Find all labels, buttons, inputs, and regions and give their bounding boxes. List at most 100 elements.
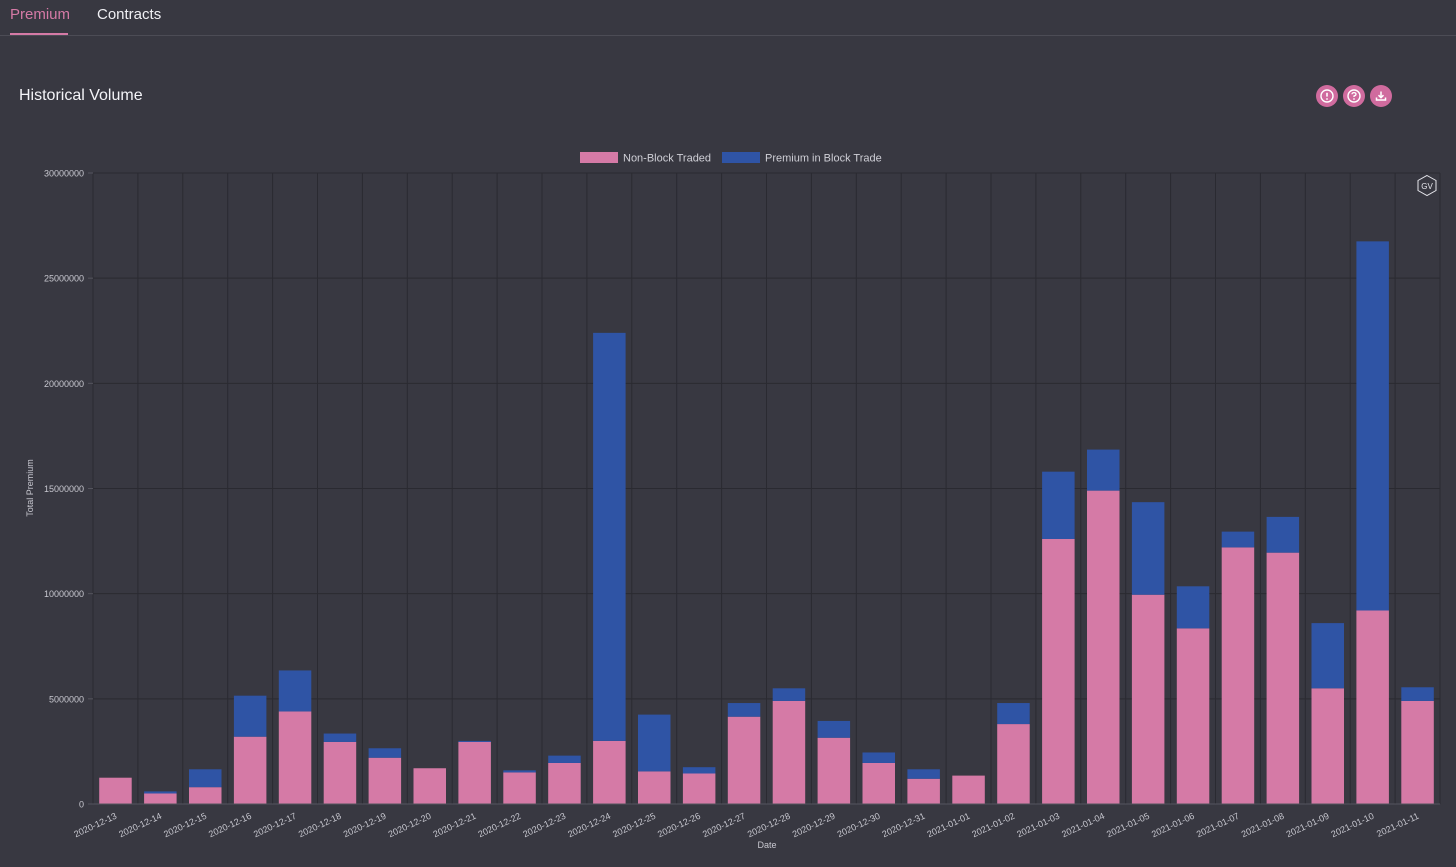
page-title: Historical Volume: [19, 87, 143, 104]
legend-label-non-block[interactable]: Non-Block Traded: [623, 153, 711, 165]
bar-block[interactable]: [1401, 687, 1434, 701]
y-tick-label: 5000000: [49, 694, 84, 704]
bar-non-block[interactable]: [638, 771, 671, 804]
tab-contracts[interactable]: Contracts: [97, 6, 162, 23]
bar-block[interactable]: [1042, 471, 1075, 539]
bar-block[interactable]: [772, 688, 806, 701]
y-tick-label: 25000000: [44, 274, 84, 284]
bar-non-block[interactable]: [1087, 490, 1120, 804]
x-tick-label: 2020-12-19: [342, 811, 388, 840]
bar-non-block[interactable]: [548, 762, 581, 804]
bar-non-block[interactable]: [233, 736, 267, 804]
bar-block[interactable]: [368, 748, 402, 758]
x-tick-label: 2020-12-23: [521, 811, 567, 840]
bar-block[interactable]: [233, 695, 267, 737]
bar-non-block[interactable]: [503, 772, 536, 804]
x-tick-label: 2020-12-24: [566, 811, 612, 840]
legend-swatch-non-block[interactable]: [580, 152, 618, 163]
bar-non-block[interactable]: [1221, 547, 1255, 804]
bar-block[interactable]: [997, 703, 1030, 725]
bar-non-block[interactable]: [1266, 552, 1300, 804]
bar-non-block[interactable]: [368, 757, 402, 804]
bar-block[interactable]: [503, 770, 536, 773]
legend-swatch-block[interactable]: [722, 152, 760, 163]
bar-block[interactable]: [1311, 623, 1345, 689]
bar-block[interactable]: [727, 703, 761, 717]
legend: Non-Block Traded Premium in Block Trade: [580, 152, 882, 165]
bar-non-block[interactable]: [997, 724, 1030, 804]
bar-non-block[interactable]: [1176, 628, 1210, 804]
bar-non-block[interactable]: [1356, 610, 1389, 804]
bar-non-block[interactable]: [593, 740, 626, 804]
bar-non-block[interactable]: [99, 777, 132, 804]
x-axis-ticks: 2020-12-132020-12-142020-12-152020-12-16…: [72, 803, 1440, 840]
bar-non-block[interactable]: [323, 741, 357, 804]
bar-block[interactable]: [548, 755, 581, 763]
bar-block[interactable]: [144, 791, 177, 794]
x-tick-label: 2021-01-06: [1150, 811, 1196, 840]
x-tick-label: 2020-12-30: [836, 811, 882, 840]
bar-block[interactable]: [1221, 531, 1255, 548]
x-tick-label: 2020-12-16: [207, 811, 253, 840]
x-tick-label: 2021-01-08: [1240, 811, 1286, 840]
bar-non-block[interactable]: [772, 700, 806, 804]
bar-block[interactable]: [278, 670, 312, 712]
bar-block[interactable]: [593, 332, 626, 741]
x-tick-label: 2021-01-03: [1015, 811, 1061, 840]
x-tick-label: 2021-01-04: [1060, 811, 1106, 840]
y-axis-label: Total Premium: [25, 459, 35, 517]
bar-non-block[interactable]: [189, 787, 222, 804]
x-tick-label: 2020-12-26: [656, 811, 702, 840]
help-button[interactable]: [1343, 85, 1365, 107]
bar-block[interactable]: [1356, 241, 1389, 611]
y-axis-ticks: 0 5000000 10000000 15000000 20000000 25000000…: [44, 169, 93, 810]
x-tick-label: 2020-12-15: [162, 811, 208, 840]
bar-non-block[interactable]: [682, 773, 716, 804]
bar-non-block[interactable]: [1401, 700, 1434, 804]
bar-non-block[interactable]: [1042, 538, 1075, 804]
bar-block[interactable]: [1176, 586, 1210, 629]
bar-block[interactable]: [323, 733, 357, 742]
bar-block[interactable]: [1087, 449, 1120, 491]
x-tick-label: 2020-12-29: [791, 811, 837, 840]
bar-non-block[interactable]: [727, 716, 761, 804]
x-tick-label: 2020-12-18: [297, 811, 343, 840]
x-tick-label: 2020-12-28: [746, 811, 792, 840]
bar-block[interactable]: [907, 769, 940, 779]
x-tick-label: 2021-01-01: [925, 811, 971, 840]
bar-block[interactable]: [682, 767, 716, 774]
bar-non-block[interactable]: [862, 762, 896, 804]
bar-block[interactable]: [1266, 516, 1300, 553]
bar-block[interactable]: [1131, 502, 1165, 595]
bar-block[interactable]: [638, 714, 671, 772]
bars-layer: [99, 241, 1434, 804]
bar-block[interactable]: [862, 752, 896, 763]
tab-premium[interactable]: Premium: [10, 6, 70, 35]
x-tick-label: 2020-12-14: [117, 811, 163, 840]
info-button[interactable]: [1316, 85, 1338, 107]
bar-non-block[interactable]: [907, 778, 940, 804]
bar-non-block[interactable]: [952, 775, 985, 804]
download-button[interactable]: [1370, 85, 1392, 107]
x-tick-label: 2020-12-20: [387, 811, 433, 840]
x-tick-label: 2021-01-11: [1375, 811, 1420, 839]
x-tick-label: 2020-12-17: [252, 811, 298, 840]
bar-non-block[interactable]: [1131, 594, 1165, 804]
historical-volume-chart: 0 5000000 10000000 15000000 20000000 25000000…: [25, 152, 1441, 850]
bar-non-block[interactable]: [1311, 688, 1345, 804]
bar-non-block[interactable]: [458, 741, 491, 804]
bar-non-block[interactable]: [144, 793, 177, 804]
x-tick-label: 2021-01-02: [970, 811, 1016, 840]
x-tick-label: 2021-01-09: [1285, 811, 1331, 840]
bar-block[interactable]: [189, 769, 222, 788]
bar-block[interactable]: [458, 740, 491, 742]
x-tick-label: 2021-01-05: [1105, 811, 1151, 840]
bar-non-block[interactable]: [817, 737, 851, 804]
bar-block[interactable]: [817, 720, 851, 738]
legend-label-block[interactable]: Premium in Block Trade: [765, 153, 882, 165]
bar-non-block[interactable]: [278, 711, 312, 804]
x-tick-label: 2021-01-10: [1330, 811, 1376, 840]
bar-non-block[interactable]: [413, 768, 447, 804]
y-tick-label: 10000000: [44, 589, 84, 599]
x-tick-label: 2020-12-31: [881, 811, 927, 840]
